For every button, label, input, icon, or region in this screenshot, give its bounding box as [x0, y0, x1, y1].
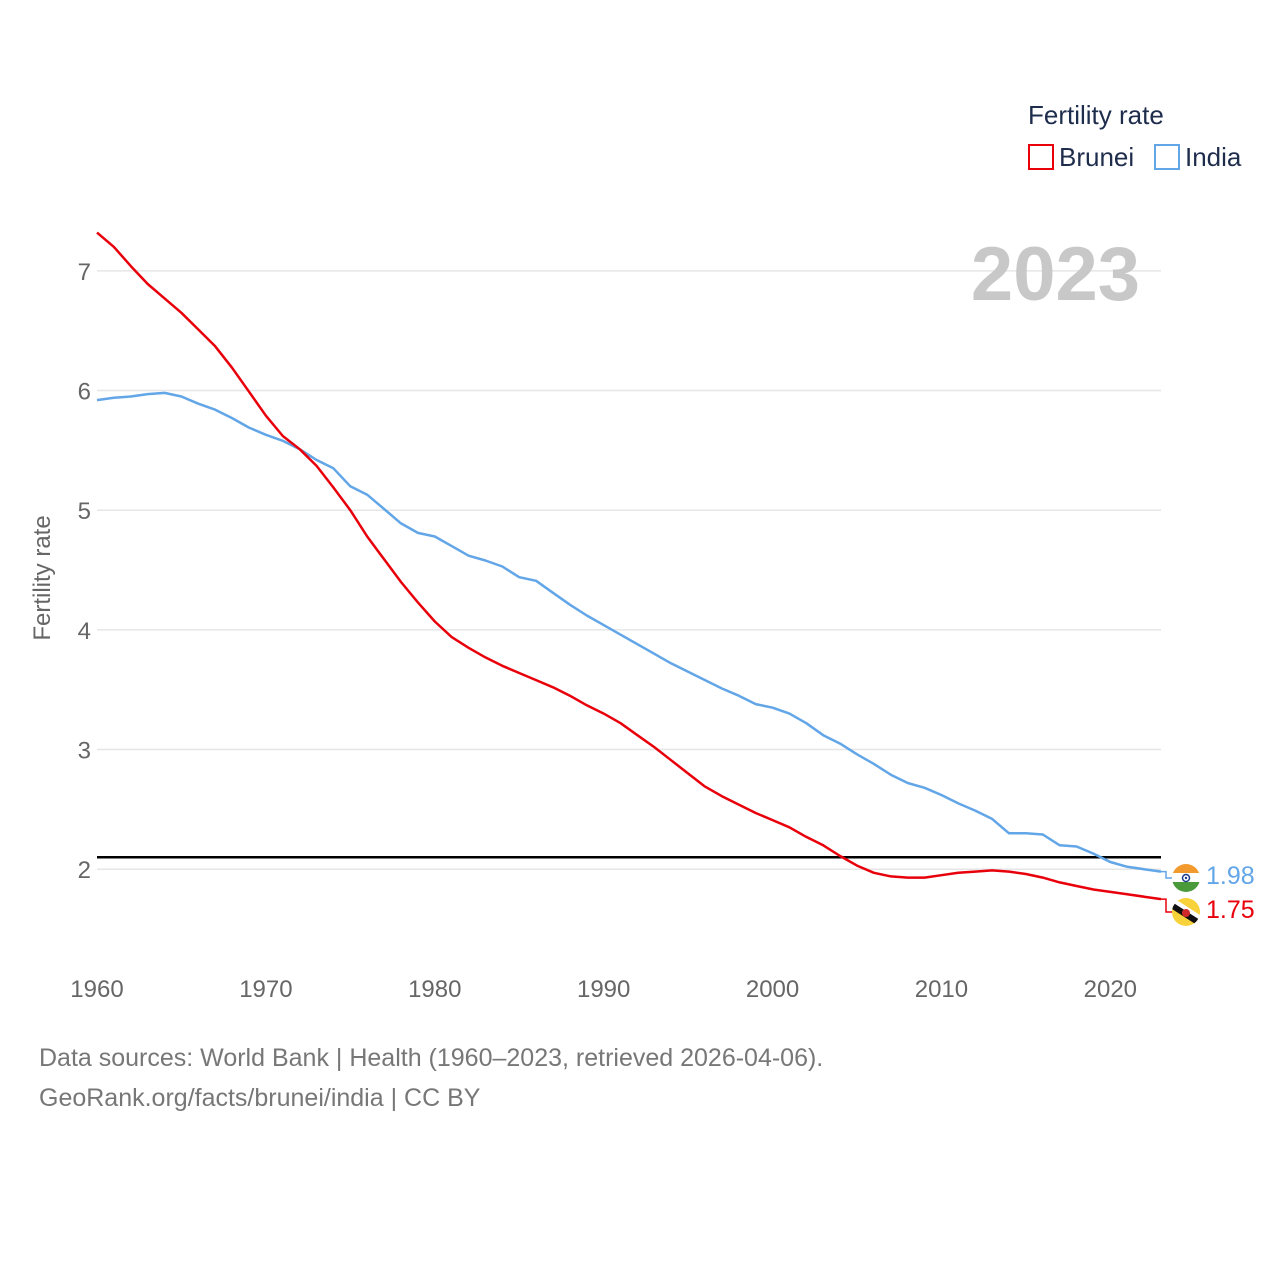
gridlines — [97, 270, 1161, 870]
series-line-brunei — [96, 231, 1162, 901]
source-line-1: Data sources: World Bank | Health (1960–… — [39, 1044, 824, 1072]
india-end-connector — [1161, 870, 1172, 879]
y-axis-ticks: 2 3 4 5 6 7 — [78, 259, 91, 884]
end-marker-brunei: 1.75 — [1161, 896, 1255, 926]
end-marker-india: 1.98 — [1161, 862, 1255, 892]
y-tick-label: 2 — [78, 857, 91, 884]
x-tick-label: 1990 — [577, 976, 630, 1003]
legend-swatch-india — [1154, 144, 1180, 170]
india-flag-icon — [1172, 864, 1200, 892]
legend-item-india[interactable]: India — [1154, 142, 1242, 172]
y-axis-title: Fertility rate — [29, 515, 56, 640]
y-tick-label: 5 — [78, 498, 91, 525]
y-tick-label: 6 — [78, 379, 91, 406]
series-lines — [96, 231, 1162, 901]
y-tick-label: 4 — [78, 618, 91, 645]
brunei-end-connector — [1161, 898, 1172, 913]
legend: Fertility rate Brunei India — [1028, 100, 1242, 172]
y-tick-label: 3 — [78, 738, 91, 765]
source-line-2[interactable]: GeoRank.org/facts/brunei/india | CC BY — [39, 1084, 481, 1112]
x-tick-label: 1970 — [239, 976, 292, 1003]
legend-title: Fertility rate — [1028, 100, 1164, 130]
india-end-value: 1.98 — [1206, 862, 1255, 890]
x-tick-label: 1980 — [408, 976, 461, 1003]
brunei-flag-icon — [1172, 898, 1200, 926]
legend-label-india: India — [1185, 142, 1242, 172]
fertility-chart: 2 3 4 5 6 7 1960 1970 1980 1990 2000 2010 2020 Fert… — [29, 100, 1255, 1003]
brunei-end-value: 1.75 — [1206, 896, 1255, 924]
x-tick-label: 2010 — [915, 976, 968, 1003]
legend-swatch-brunei — [1028, 144, 1054, 170]
legend-label-brunei: Brunei — [1059, 142, 1134, 172]
x-axis-ticks: 1960 1970 1980 1990 2000 2010 2020 — [70, 976, 1137, 1003]
y-tick-label: 7 — [78, 259, 91, 286]
series-line-india — [96, 391, 1162, 873]
year-label: 2023 — [971, 232, 1140, 317]
x-tick-label: 1960 — [70, 976, 123, 1003]
x-tick-label: 2000 — [746, 976, 799, 1003]
legend-item-brunei[interactable]: Brunei — [1028, 142, 1134, 172]
x-tick-label: 2020 — [1084, 976, 1137, 1003]
